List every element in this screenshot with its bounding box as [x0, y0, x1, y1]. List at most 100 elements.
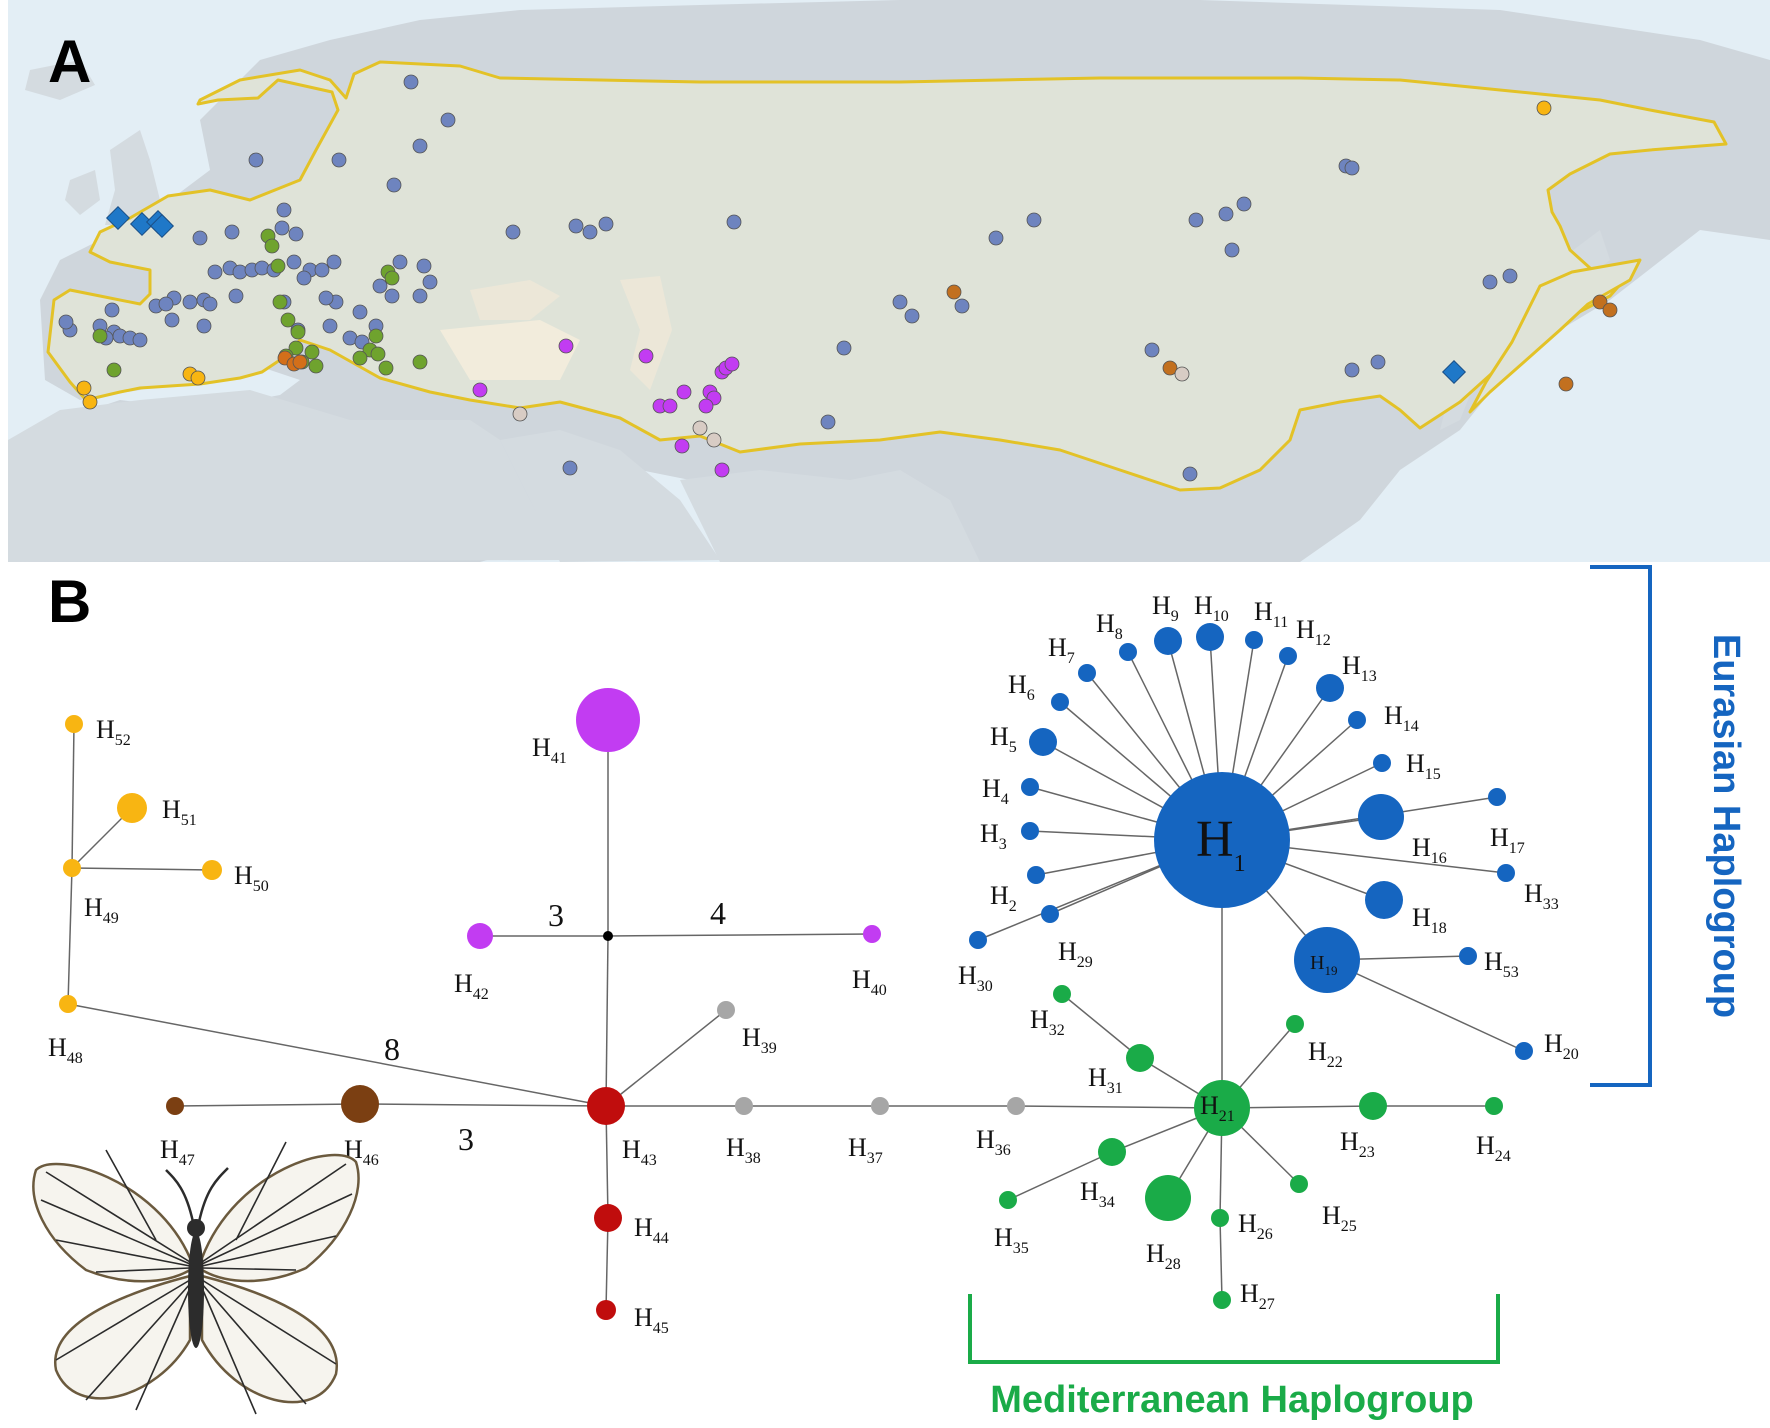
sample-site-dot — [698, 398, 714, 414]
sample-site-dot — [422, 274, 438, 290]
label-h17: H17 — [1490, 823, 1525, 857]
label-base: H — [1238, 1209, 1257, 1238]
label-h41: H41 — [532, 733, 567, 767]
sample-site-dot — [286, 254, 302, 270]
sample-site-dot — [1162, 360, 1178, 376]
butterfly-right-hindwing — [200, 1274, 338, 1404]
sample-site-dot — [836, 340, 852, 356]
network-nodes — [59, 623, 1533, 1320]
sample-site-dot — [904, 308, 920, 324]
sample-site-dot — [662, 398, 678, 414]
sample-site-dot — [412, 138, 428, 154]
sample-site-dot — [296, 270, 312, 286]
label-base: H — [1048, 633, 1067, 662]
butterfly-right-forewing — [200, 1153, 360, 1283]
node-h15 — [1373, 754, 1391, 772]
label-h45: H45 — [634, 1303, 669, 1337]
label-h53: H53 — [1484, 947, 1519, 981]
label-base: H — [1384, 701, 1403, 730]
caspian-sea — [620, 276, 672, 390]
edge-h26-h27 — [1219, 1217, 1223, 1301]
label-subscript: 5 — [1009, 739, 1017, 756]
label-subscript: 29 — [1077, 954, 1093, 971]
label-base: H — [1008, 670, 1027, 699]
label-base: H — [1240, 1279, 1259, 1308]
node-h51 — [117, 793, 147, 823]
sample-site-dot — [1144, 342, 1160, 358]
label-h2: H2 — [990, 881, 1017, 915]
sample-site-dot — [412, 288, 428, 304]
butterfly-left-forewing — [32, 1162, 192, 1283]
node-h22 — [1286, 1015, 1304, 1033]
sample-site-dot — [82, 394, 98, 410]
label-base: H — [990, 722, 1009, 751]
label-subscript: 20 — [1563, 1046, 1579, 1063]
label-subscript: 21 — [1219, 1108, 1235, 1125]
label-h19: H19 — [1310, 952, 1337, 978]
node-h11 — [1245, 631, 1263, 649]
sample-site-dot — [1370, 354, 1386, 370]
label-base: H — [1308, 1037, 1327, 1066]
label-subscript: 27 — [1259, 1296, 1275, 1313]
node-h43 — [587, 1087, 625, 1125]
sample-site-dot — [1558, 376, 1574, 392]
sample-site-dot — [207, 264, 223, 280]
sample-site-dot — [322, 318, 338, 334]
node-h12 — [1279, 647, 1297, 665]
label-h51: H51 — [162, 795, 197, 829]
node-h17 — [1488, 788, 1506, 806]
label-base: H — [1412, 903, 1431, 932]
label-base: H — [1146, 1239, 1165, 1268]
node-h34 — [1098, 1138, 1126, 1166]
sample-site-dot — [314, 262, 330, 278]
sample-site-dot — [638, 348, 654, 364]
label-subscript: 18 — [1431, 920, 1447, 937]
node-h29 — [1041, 905, 1059, 923]
label-h32: H32 — [1030, 1005, 1065, 1039]
sample-site-dot — [290, 324, 306, 340]
label-subscript: 16 — [1431, 850, 1447, 867]
node-h26 — [1211, 1209, 1229, 1227]
label-subscript: 9 — [1171, 608, 1179, 625]
label-base: H — [976, 1125, 995, 1154]
label-h6: H6 — [1008, 670, 1035, 704]
label-base: H — [634, 1303, 653, 1332]
node-h45 — [596, 1300, 616, 1320]
label-subscript: 6 — [1027, 687, 1035, 704]
node-h47 — [166, 1097, 184, 1115]
label-subscript: 47 — [179, 1152, 195, 1169]
sample-site-dot — [368, 328, 384, 344]
label-base: H — [848, 1133, 867, 1162]
label-h12: H12 — [1296, 615, 1331, 649]
node-h21 — [1194, 1080, 1250, 1136]
sample-site-dot — [288, 340, 304, 356]
sample-site-dot — [104, 302, 120, 318]
sample-site-dot — [192, 230, 208, 246]
sample-site-dot — [392, 254, 408, 270]
sample-site-dot — [92, 328, 108, 344]
label-h42: H42 — [454, 969, 489, 1003]
label-base: H — [1342, 651, 1361, 680]
edge-h34-h35 — [1007, 1151, 1113, 1201]
sample-site-dot — [280, 312, 296, 328]
butterfly-illustration — [32, 1141, 360, 1415]
edge-h43-j — [605, 935, 609, 1107]
label-base: H — [1310, 952, 1324, 974]
sample-site-diamond — [1441, 359, 1467, 385]
sample-site-dot — [248, 152, 264, 168]
sample-site-dot — [505, 224, 521, 240]
eurasian-haplogroup-label: Eurasian Haplogroup — [1705, 634, 1747, 1018]
label-subscript: 32 — [1049, 1022, 1065, 1039]
label-h35: H35 — [994, 1223, 1029, 1257]
sample-site-dot — [228, 288, 244, 304]
node-h27 — [1213, 1291, 1231, 1309]
label-h8: H8 — [1096, 609, 1123, 643]
label-subscript: 23 — [1359, 1144, 1375, 1161]
label-subscript: 2 — [1009, 898, 1017, 915]
node-h13 — [1316, 674, 1344, 702]
label-h20: H20 — [1544, 1029, 1579, 1063]
label-base: H — [532, 733, 551, 762]
edge-h21-h36 — [1015, 1105, 1223, 1109]
edge-h43-h39 — [605, 1009, 727, 1107]
